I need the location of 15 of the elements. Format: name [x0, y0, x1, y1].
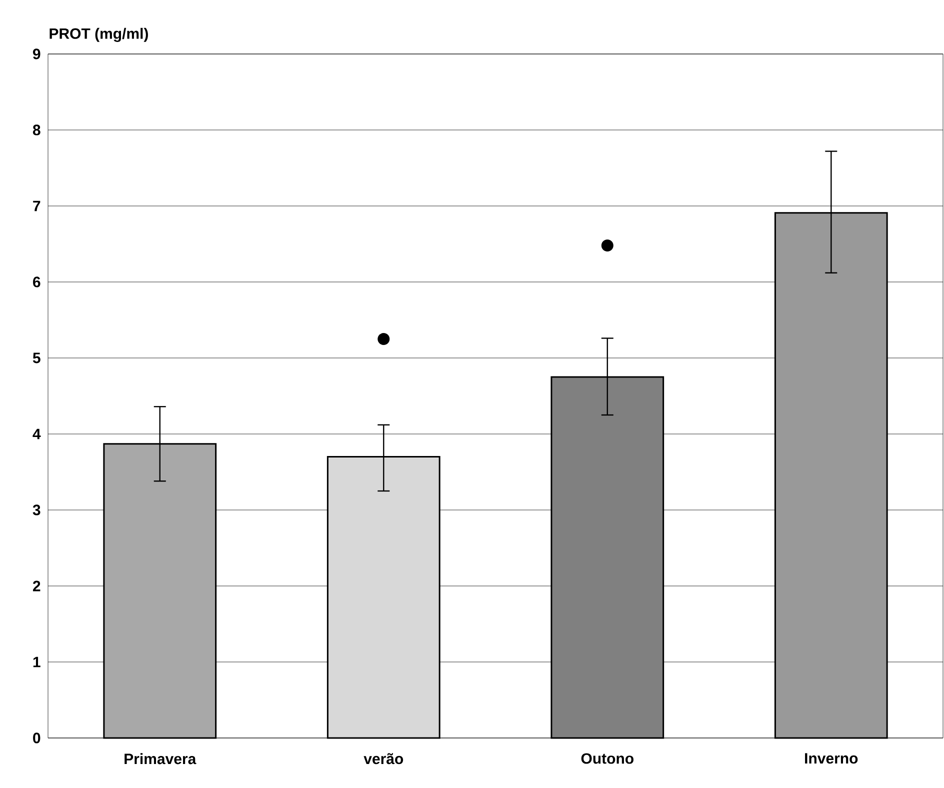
y-tick-label: 7 — [33, 200, 40, 212]
y-tick-label: 8 — [32, 124, 40, 136]
x-tick-label: Outono — [581, 753, 634, 764]
y-tick-label: 6 — [33, 276, 40, 288]
x-tick-label: verão — [364, 753, 404, 764]
x-tick-label: Primavera — [124, 753, 196, 764]
x-tick-label: Inverno — [805, 753, 858, 764]
y-tick-label: 0 — [33, 732, 40, 744]
y-tick-label: 1 — [33, 656, 40, 668]
y-tick-label: 4 — [32, 428, 41, 440]
y-tick-label: 2 — [32, 580, 40, 592]
y-tick-label: 9 — [32, 48, 40, 60]
y-tick-label: 5 — [32, 352, 40, 364]
y-tick-label: 3 — [32, 504, 40, 516]
y-axis-title: PROT (mg/ml) — [50, 28, 148, 42]
